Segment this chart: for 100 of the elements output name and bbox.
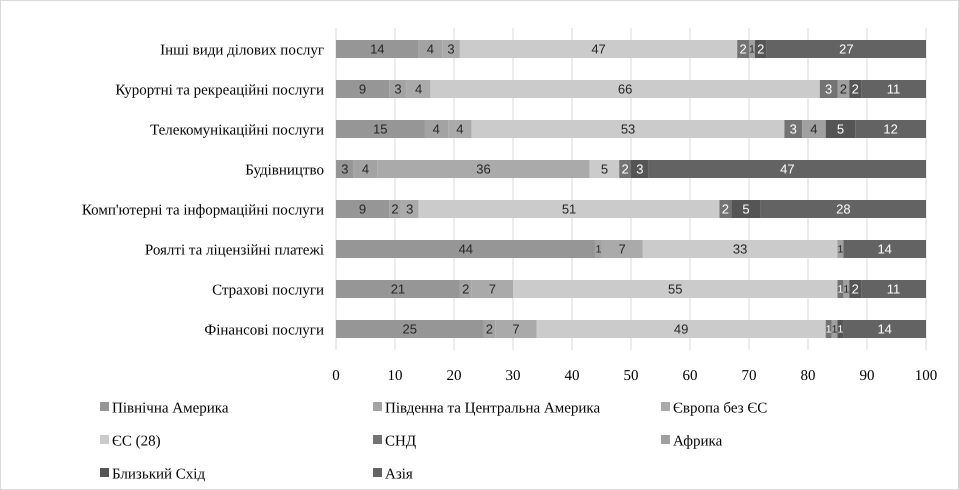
data-label: 66 [618,82,632,97]
data-label: 1 [838,244,844,256]
data-label: 9 [358,202,366,217]
data-label: 55 [668,282,682,297]
bar [336,40,419,58]
data-label: 21 [390,282,406,297]
bar [855,120,926,138]
x-tick-label: 0 [332,368,340,384]
data-label: 2 [757,42,764,57]
data-label: 7 [512,322,520,337]
bar [513,280,838,298]
legend-label: Близький Схід [112,466,206,482]
y-tick-label: Фінансові послуги [204,322,324,338]
data-label: 12 [883,122,898,137]
data-label: 53 [620,122,636,137]
data-label: 3 [406,202,414,217]
data-label: 4 [362,162,370,177]
data-label: 14 [877,242,892,257]
bar [336,280,460,298]
data-label: 2 [486,322,494,337]
data-label: 1 [596,244,602,256]
data-label: 1 [838,324,844,336]
bar [642,240,838,258]
x-tick-label: 30 [506,368,520,384]
data-label: 2 [462,282,470,297]
data-label: 47 [780,162,795,177]
y-tick-label: Комп'ютерні та інформаційні послуги [82,202,324,218]
data-label: 2 [840,82,848,97]
data-label: 4 [432,122,440,137]
bar [802,120,826,138]
bar [536,320,826,338]
data-label: 9 [358,82,366,97]
data-label: 7 [618,242,626,257]
data-label: 3 [394,82,402,97]
bar [590,160,620,178]
bar [336,200,390,218]
legend-label: Південна та Центральна Америка [385,400,600,416]
data-label: 11 [886,82,900,97]
bar [760,200,926,218]
data-label: 5 [600,162,608,177]
data-label: 15 [373,122,388,137]
data-label: 3 [790,122,797,137]
legend-label: СНД [385,433,416,450]
bar [731,200,761,218]
legend-label: Європа без ЄС [673,400,768,416]
data-label: 4 [810,122,818,137]
data-label: 11 [886,282,900,297]
bar [472,120,784,138]
bar [336,120,424,138]
data-label: 1 [843,284,850,296]
data-label: 4 [456,122,464,137]
data-label: 5 [742,202,750,217]
legend-label: ЄС (28) [112,433,161,450]
data-label: 36 [476,162,491,177]
legend-label: Азія [385,466,413,482]
bar [861,80,926,98]
data-label: 28 [836,202,851,217]
x-tick-label: 40 [564,368,580,384]
data-label: 3 [341,162,348,177]
data-label: 7 [488,282,496,297]
y-tick-label: Інші види ділових послуг [160,42,324,58]
x-tick-label: 70 [742,368,756,384]
data-label: 4 [414,82,422,97]
data-label: 2 [391,202,399,217]
y-tick-label: Роялті та ліцензійні платежі [144,242,324,258]
bar [826,120,856,138]
data-label: 2 [621,162,629,177]
bar [861,280,926,298]
y-tick-label: Телекомунікаційні послуги [150,122,324,138]
data-label: 1 [749,44,756,56]
data-label: 3 [447,42,455,57]
data-label: 2 [852,282,859,297]
x-tick-label: 80 [800,368,816,384]
bar [336,240,596,258]
bar [843,240,926,258]
data-label: 1 [838,284,844,296]
data-label: 4 [426,42,434,57]
x-tick-label: 100 [914,368,938,384]
y-tick-label: Будівництво [245,162,324,178]
data-label: 2 [722,202,730,217]
data-label: 47 [591,42,606,57]
data-label: 1 [832,324,838,336]
x-tick-label: 60 [682,368,698,384]
x-tick-label: 20 [446,368,462,384]
data-label: 14 [877,322,892,337]
bar [766,40,926,58]
bar [648,160,926,178]
data-label: 2 [852,82,859,97]
x-tick-label: 10 [388,368,402,384]
data-label: 14 [370,42,385,57]
bar [336,80,390,98]
data-label: 51 [562,202,576,217]
data-label: 3 [825,82,832,97]
y-tick-label: Курортні та рекреаційні послуги [115,82,324,98]
data-label: 49 [674,322,688,337]
legend-label: Північна Америка [112,400,229,416]
bar [336,320,484,338]
data-label: 2 [739,42,747,57]
legend-label: Африка [673,433,723,450]
data-label: 44 [458,242,474,257]
